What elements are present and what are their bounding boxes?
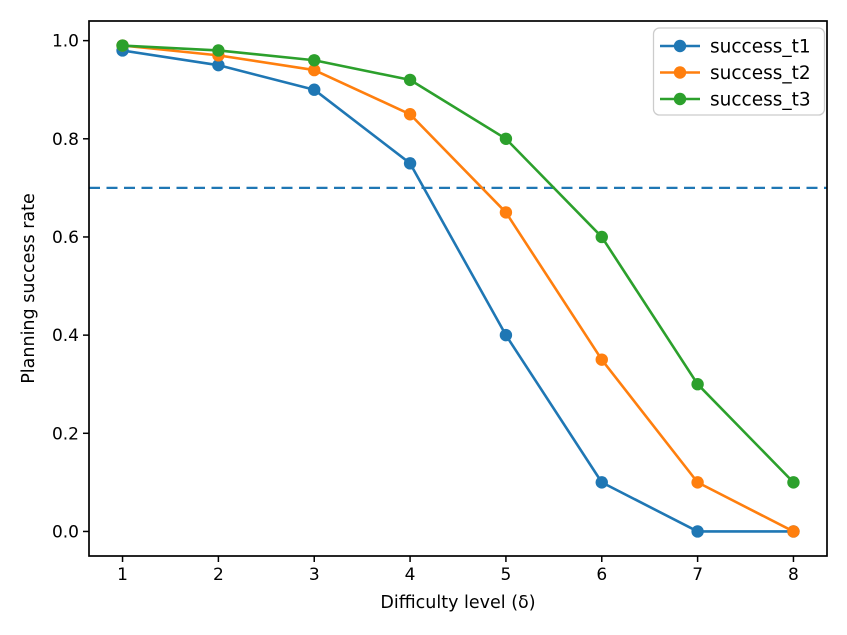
data-point-success_t3-x5 bbox=[499, 132, 513, 145]
data-point-success_t2-x6 bbox=[595, 353, 608, 366]
legend: success_t1 success_t2 success_t3 bbox=[652, 27, 826, 116]
data-point-success_t3-x6 bbox=[595, 230, 608, 244]
x-tick-label: 1 bbox=[117, 565, 128, 585]
x-tick-label: 4 bbox=[405, 565, 416, 585]
legend-label-success_t3: success_t3 bbox=[710, 90, 811, 111]
y-tick-label: 0.6 bbox=[52, 228, 79, 248]
data-point-success_t3-x2 bbox=[212, 44, 225, 57]
data-point-success_t1-x4 bbox=[403, 157, 417, 170]
x-axis-label: Difficulty level (δ) bbox=[380, 593, 535, 613]
y-tick-label: 0.2 bbox=[52, 424, 79, 444]
x-tick-label: 2 bbox=[213, 565, 224, 585]
x-tick-label: 5 bbox=[501, 565, 512, 585]
data-point-success_t2-x8 bbox=[787, 525, 800, 538]
legend-marker-success_t1 bbox=[673, 39, 687, 53]
x-tick-label: 7 bbox=[692, 565, 703, 585]
x-tick-label: 8 bbox=[788, 565, 799, 585]
data-point-success_t3-x4 bbox=[403, 73, 417, 87]
x-tick-label: 3 bbox=[309, 565, 320, 585]
data-point-success_t1-x3 bbox=[308, 83, 321, 96]
data-point-success_t1-x2 bbox=[212, 58, 225, 72]
series-line-success_t1 bbox=[121, 49, 795, 533]
axes-box bbox=[88, 20, 828, 557]
y-tick-label: 0.4 bbox=[52, 326, 79, 346]
data-point-success_t2-x3 bbox=[308, 63, 321, 77]
data-point-success_t2-x5 bbox=[499, 206, 513, 219]
y-axis-label: Planning success rate bbox=[19, 193, 39, 384]
data-point-success_t2-x4 bbox=[403, 108, 417, 121]
legend-marker-success_t3 bbox=[673, 92, 687, 106]
data-point-success_t3-x7 bbox=[691, 378, 704, 391]
data-point-success_t3-x8 bbox=[787, 476, 800, 489]
series-line-success_t2 bbox=[121, 44, 795, 533]
data-point-success_t1-x5 bbox=[499, 328, 513, 342]
x-tick-label: 6 bbox=[596, 565, 607, 585]
legend-label-success_t2: success_t2 bbox=[710, 63, 811, 84]
data-point-success_t1-x6 bbox=[595, 476, 608, 489]
series-line-success_t3 bbox=[121, 44, 795, 484]
legend-label-success_t1: success_t1 bbox=[710, 37, 811, 58]
y-tick-label: 0.8 bbox=[52, 130, 79, 150]
legend-marker-success_t2 bbox=[673, 66, 687, 79]
y-tick-label: 0.0 bbox=[52, 522, 79, 542]
legend-box bbox=[652, 27, 826, 116]
y-tick-label: 1.0 bbox=[52, 32, 79, 52]
data-point-success_t3-x1 bbox=[116, 39, 129, 52]
data-point-success_t2-x7 bbox=[691, 476, 704, 489]
data-point-success_t3-x3 bbox=[308, 54, 321, 67]
data-point-success_t1-x7 bbox=[691, 525, 704, 538]
